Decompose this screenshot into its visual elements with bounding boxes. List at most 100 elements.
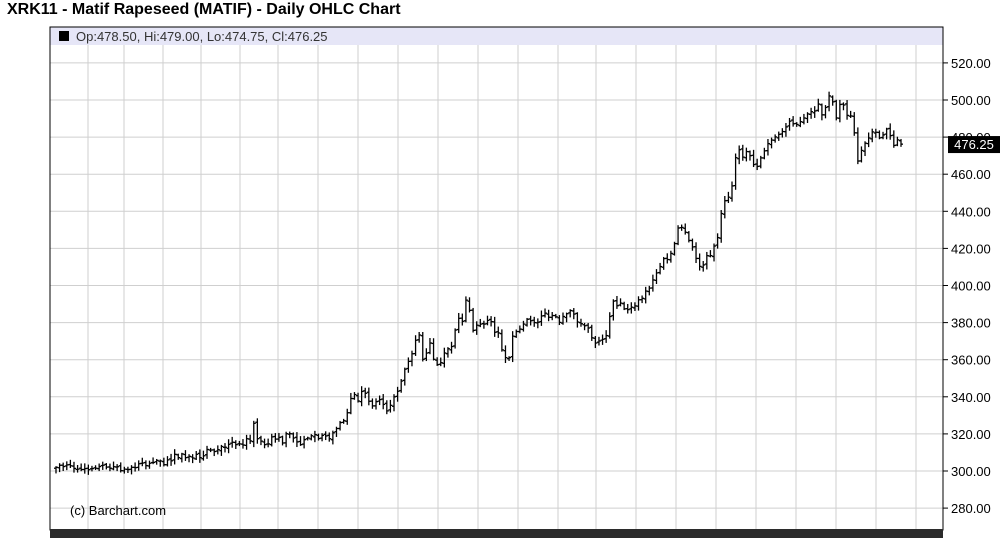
ohlc-bar	[420, 331, 425, 362]
ohlc-bar	[248, 434, 253, 444]
ohlc-bar	[291, 432, 296, 443]
ohlc-bar	[151, 457, 156, 465]
ohlc-bar	[305, 436, 310, 441]
ohlc-bar	[809, 107, 814, 119]
ohlc-bar	[557, 315, 562, 326]
last-price-box	[948, 136, 1000, 154]
last-price-marker: 476.25	[948, 136, 1000, 154]
y-tick-label: 380.00	[951, 316, 991, 331]
ohlc-bar	[679, 224, 684, 231]
ohlc-bar	[194, 451, 199, 460]
ohlc-bar	[197, 449, 202, 463]
ohlc-bar	[226, 439, 231, 454]
y-tick-label: 440.00	[951, 204, 991, 219]
ohlc-bar	[866, 132, 871, 148]
ohlc-bar	[816, 98, 821, 112]
ohlc-bar	[201, 450, 206, 461]
last-price-label: 476.25	[954, 137, 994, 152]
ohlc-bar	[100, 461, 105, 470]
ohlc-bar	[255, 418, 260, 444]
ohlc-bar	[564, 312, 569, 323]
ohlc-bar	[71, 461, 76, 473]
bottom-panel-edge	[50, 529, 943, 538]
ohlc-bar	[881, 131, 886, 140]
ohlc-bar	[388, 399, 393, 413]
y-tick-label: 520.00	[951, 56, 991, 71]
ohlc-bar	[384, 400, 389, 415]
y-tick-label: 400.00	[951, 279, 991, 294]
chart-title: XRK11 - Matif Rapeseed (MATIF) - Daily O…	[7, 1, 401, 18]
y-axis: 280.00 300.00 320.00 340.00 360.00 380.00 400.…	[943, 56, 991, 516]
ohlc-bar	[219, 444, 224, 456]
ohlc-bar	[859, 146, 864, 163]
legend-swatch	[59, 31, 69, 41]
ohlc-bar	[352, 392, 357, 400]
y-tick-label: 360.00	[951, 353, 991, 368]
horizontal-grid	[50, 62, 943, 509]
ohlc-bar	[895, 136, 900, 147]
y-tick-label: 420.00	[951, 241, 991, 256]
ohlc-bar	[258, 435, 263, 446]
ohlc-bar	[593, 336, 598, 349]
ohlc-bar	[309, 434, 314, 441]
ohlc-bar	[701, 261, 706, 272]
ohlc-bar	[575, 312, 580, 328]
ohlc-bar	[399, 378, 404, 393]
ohlc-bar	[320, 433, 325, 442]
ohlc-bar	[251, 420, 256, 448]
y-tick-label: 340.00	[951, 390, 991, 405]
ohlc-bar	[463, 296, 468, 323]
ohlc-bar	[115, 464, 120, 472]
ohlc-bar	[870, 128, 875, 143]
ohlc-bar	[176, 453, 181, 460]
ohlc-bar	[765, 139, 770, 156]
ohlc-bar	[543, 308, 548, 318]
ohlc-bar	[712, 243, 717, 262]
ohlc-bar	[571, 308, 576, 320]
ohlc-bar	[107, 463, 112, 472]
ohlc-bar	[154, 458, 159, 465]
y-tick-label: 280.00	[951, 501, 991, 516]
ohlc-bar	[596, 336, 601, 346]
y-tick-label: 320.00	[951, 427, 991, 442]
ohlc-bar	[845, 100, 850, 120]
ohlc-bar	[823, 105, 828, 119]
ohlc-bar	[330, 430, 335, 445]
ohlc-bar	[841, 102, 846, 111]
ohlc-bar	[614, 295, 619, 309]
ohlc-bar	[794, 122, 799, 127]
ohlc-bar	[783, 123, 788, 137]
ohlc-bar	[719, 210, 724, 243]
ohlc-bar	[302, 435, 307, 449]
y-tick-label: 300.00	[951, 464, 991, 479]
ohlc-bar	[363, 387, 368, 399]
ohlc-bar	[578, 318, 583, 327]
vertical-grid	[87, 44, 917, 530]
watermark: (c) Barchart.com	[70, 503, 166, 518]
ohlc-bar	[190, 454, 195, 464]
ohlc-bar	[381, 394, 386, 410]
ohlc-bar	[668, 250, 673, 263]
ohlc-bar	[312, 430, 317, 443]
ohlc-bar	[737, 145, 742, 165]
ohlc-bar	[625, 303, 630, 314]
ohlc-bar	[402, 367, 407, 386]
legend-band	[50, 27, 943, 45]
ohlc-bar	[607, 312, 612, 339]
ohlc-bar	[485, 315, 490, 326]
ohlc-bar	[417, 331, 422, 343]
ohlc-bar	[431, 338, 436, 361]
ohlc-bar	[233, 440, 238, 450]
ohlc-bar	[165, 456, 170, 467]
ohlc-bar	[89, 465, 94, 472]
ohlc-bar	[697, 253, 702, 271]
y-tick-label: 460.00	[951, 167, 991, 182]
ohlc-bar	[521, 320, 526, 332]
ohlc-bar	[266, 438, 271, 448]
ohlc-bar	[726, 191, 731, 204]
ohlc-bar	[708, 250, 713, 258]
ohlc-bar	[147, 460, 152, 469]
ohlc-bar	[223, 443, 227, 453]
ohlc-bar	[169, 453, 174, 466]
